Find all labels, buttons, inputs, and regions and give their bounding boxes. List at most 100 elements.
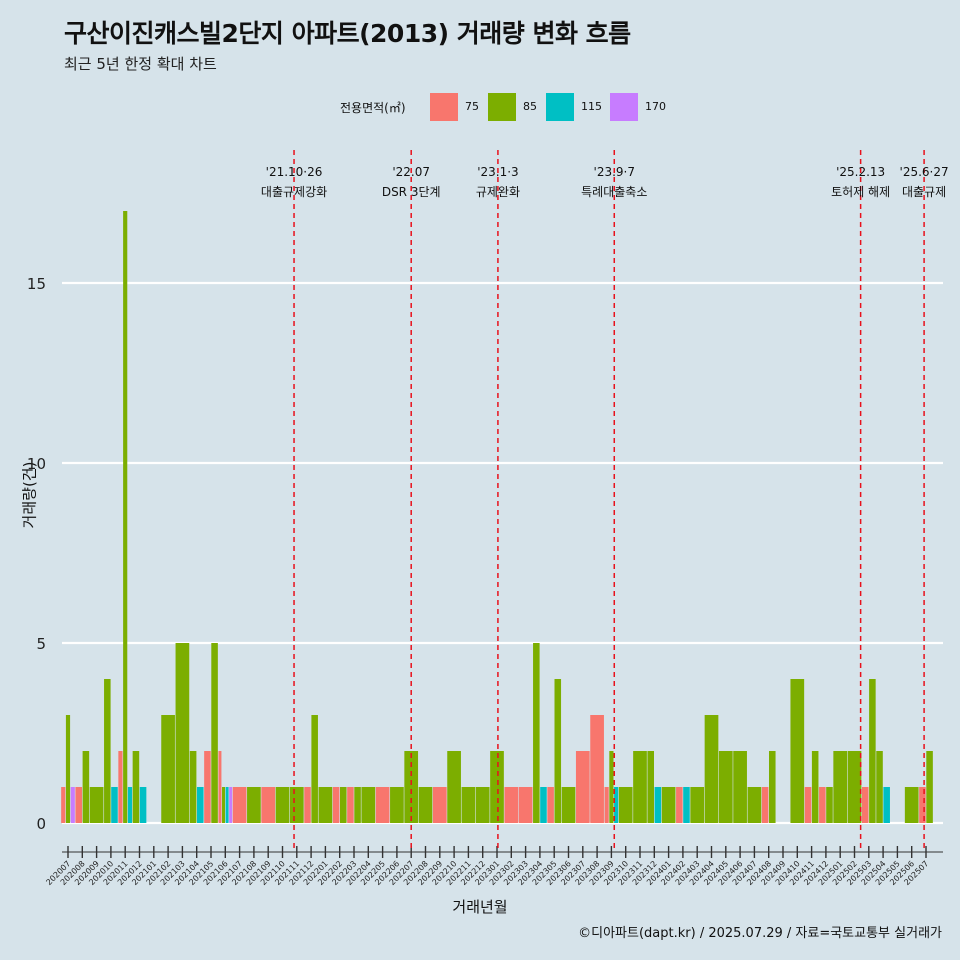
bar	[647, 751, 654, 823]
bar	[111, 787, 118, 823]
bar	[127, 787, 133, 823]
event-date-label: '22.07	[392, 165, 430, 179]
bar	[676, 787, 683, 823]
bar	[826, 787, 833, 823]
legend-label-170: 170	[645, 100, 666, 113]
event-name-label: 토허제 해제	[831, 185, 890, 199]
bar	[75, 787, 82, 823]
event-name-label: 대출규제강화	[261, 185, 327, 199]
bar	[683, 787, 690, 823]
bar	[197, 787, 204, 823]
bar	[232, 787, 247, 823]
bar	[347, 787, 354, 823]
bar	[222, 787, 225, 823]
event-name-label: 특례대출축소	[581, 185, 647, 199]
legend-key-85	[488, 93, 516, 121]
bar	[118, 751, 123, 823]
bar	[311, 715, 318, 823]
bar	[82, 751, 90, 823]
bar	[833, 751, 848, 823]
bar	[123, 211, 128, 823]
bar	[340, 787, 347, 823]
event-name-label: 대출규제	[902, 185, 946, 199]
bar	[225, 787, 229, 823]
bar	[819, 787, 826, 823]
bar	[361, 787, 376, 823]
bar	[540, 787, 547, 823]
event-date-label: '25.6·27	[900, 165, 949, 179]
bar	[461, 787, 476, 823]
bar	[883, 787, 890, 823]
bar	[104, 679, 111, 823]
bar	[247, 787, 261, 823]
y-tick-label: 0	[36, 815, 46, 833]
bar	[733, 751, 747, 823]
bar	[229, 787, 233, 823]
bar	[661, 787, 676, 823]
legend-label-75: 75	[465, 100, 479, 113]
bar	[614, 787, 619, 823]
legend: 전용면적(㎡) 75 85 115 170	[0, 93, 960, 121]
bar	[475, 787, 490, 823]
bar	[533, 643, 540, 823]
bar	[418, 787, 433, 823]
bar	[747, 787, 762, 823]
bar	[618, 787, 633, 823]
legend-label-115: 115	[581, 100, 602, 113]
bar	[211, 643, 218, 823]
bar	[804, 787, 812, 823]
bar	[65, 715, 71, 823]
bar	[504, 787, 519, 823]
bar	[811, 751, 819, 823]
bar	[790, 679, 805, 823]
bar	[218, 751, 222, 823]
bar	[609, 751, 614, 823]
bar	[761, 787, 769, 823]
bar	[604, 787, 609, 823]
bar	[261, 787, 276, 823]
y-tick-label: 5	[36, 635, 46, 653]
event-date-label: '23.9·7	[594, 165, 635, 179]
bar	[161, 715, 175, 823]
bar	[289, 787, 304, 823]
bar	[575, 751, 590, 823]
bar	[718, 751, 733, 823]
bar	[375, 787, 390, 823]
bar	[518, 787, 533, 823]
bar	[175, 643, 190, 823]
chart-title: 구산이진캐스빌2단지 아파트(2013) 거래량 변화 흐름	[64, 19, 631, 48]
event-name-label: DSR 3단계	[382, 185, 441, 199]
event-date-label: '23.1·3	[477, 165, 518, 179]
bar	[490, 751, 504, 823]
source-caption: ©디아파트(dapt.kr) / 2025.07.29 / 자료=국토교통부 실…	[578, 926, 942, 941]
bar	[61, 787, 66, 823]
bar	[447, 751, 461, 823]
bar	[318, 787, 333, 823]
bar	[690, 787, 705, 823]
bar	[704, 715, 719, 823]
y-tick-label: 15	[27, 275, 46, 293]
bar	[354, 787, 361, 823]
bar	[919, 787, 926, 823]
bar	[847, 751, 862, 823]
bar	[390, 787, 404, 823]
bar	[561, 787, 576, 823]
bar	[904, 787, 919, 823]
bar	[332, 787, 340, 823]
bar	[432, 787, 447, 823]
legend-key-115	[546, 93, 574, 121]
legend-key-75	[430, 93, 458, 121]
event-name-label: 규제완화	[476, 185, 520, 199]
legend-label-85: 85	[523, 100, 537, 113]
bar	[139, 787, 147, 823]
bar	[70, 787, 75, 823]
bar	[189, 751, 197, 823]
x-axis-title: 거래년월	[452, 898, 508, 916]
legend-key-170	[610, 93, 638, 121]
bar	[547, 787, 554, 823]
bar	[876, 751, 883, 823]
bar	[926, 751, 933, 823]
bar	[132, 751, 140, 823]
bar	[654, 787, 662, 823]
bar	[304, 787, 311, 823]
